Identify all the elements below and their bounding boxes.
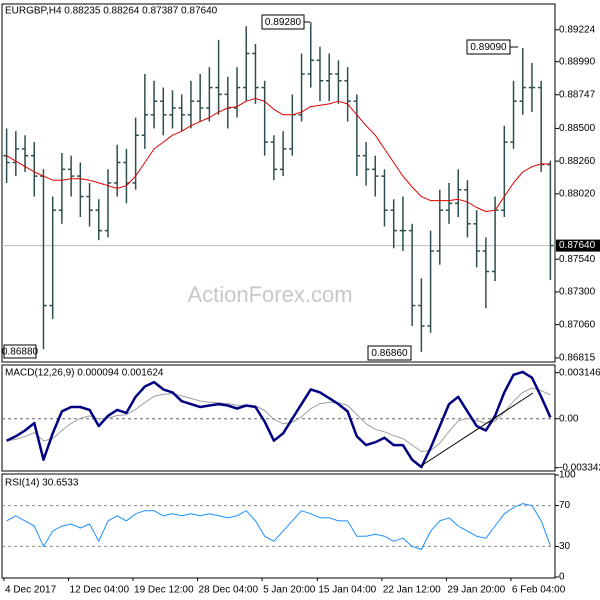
series-line <box>6 387 551 452</box>
annotation: 0.89090 <box>470 42 507 53</box>
annotation-box <box>367 345 412 361</box>
y-tick-label: 0.88260 <box>559 156 596 167</box>
series-line <box>6 370 552 469</box>
y-tick-label: 30 <box>559 541 571 552</box>
price-panel <box>1 3 556 363</box>
macd-panel <box>1 364 556 472</box>
y-tick-label: 70 <box>559 500 571 511</box>
watermark: ActionForex.com <box>187 282 352 307</box>
macd-trendline <box>420 392 534 467</box>
x-tick-label: 29 Jan 20:00 <box>447 585 505 596</box>
annotations: 0.89280 0.89090 0.86880 0.86860 <box>2 14 518 361</box>
y-tick-label: -0.003342 <box>559 462 600 473</box>
panel-title: MACD(12,26,9) 0.000094 0.001624 <box>5 368 164 379</box>
moving-average <box>6 98 551 212</box>
y-tick-label: 100 <box>559 470 576 481</box>
annotation-box <box>261 14 305 30</box>
y-tick-label: 0.88747 <box>559 89 596 100</box>
y-tick-label: 0 <box>559 572 565 583</box>
annotation: 0.86880 <box>2 347 39 358</box>
annotation-box <box>3 344 37 359</box>
x-tick-label: 5 Jan 20:00 <box>263 585 316 596</box>
y-tick-label: 0.87300 <box>559 287 596 298</box>
y-tick-label: 0.88990 <box>559 56 596 67</box>
y-tick-label: 0.89224 <box>559 24 596 35</box>
y-tick-label: 0.87540 <box>559 254 596 265</box>
y-tick-label: 0.87060 <box>559 319 596 330</box>
y-tick-label: 0.003146 <box>559 367 600 378</box>
panel-title: RSI(14) 30.6533 <box>5 478 79 489</box>
last-price-box <box>556 239 600 252</box>
y-tick-label: 0.88500 <box>559 123 596 134</box>
y-tick-label: 0.88020 <box>559 188 596 199</box>
last-price-label: 0.87640 <box>559 240 596 251</box>
y-tick-label: 0.86815 <box>559 353 596 364</box>
x-tick-label: 12 Dec 04:00 <box>70 585 130 596</box>
annotation: 0.86860 <box>371 348 408 359</box>
series-line <box>6 503 551 550</box>
x-tick-label: 28 Dec 04:00 <box>199 585 259 596</box>
annotation-box <box>466 39 511 55</box>
x-tick-label: 15 Jan 04:00 <box>318 585 376 596</box>
annotation: 0.89280 <box>265 17 302 28</box>
rsi-panel <box>1 473 556 579</box>
x-tick-label: 6 Feb 04:00 <box>512 585 566 596</box>
x-tick-label: 22 Jan 12:00 <box>383 585 441 596</box>
chart-title: EURGBP,H4 0.88235 0.88264 0.87387 0.8764… <box>5 6 218 17</box>
x-tick-label: 4 Dec 2017 <box>5 585 57 596</box>
y-tick-label: 0.00 <box>559 413 579 424</box>
x-tick-label: 19 Dec 12:00 <box>134 585 194 596</box>
